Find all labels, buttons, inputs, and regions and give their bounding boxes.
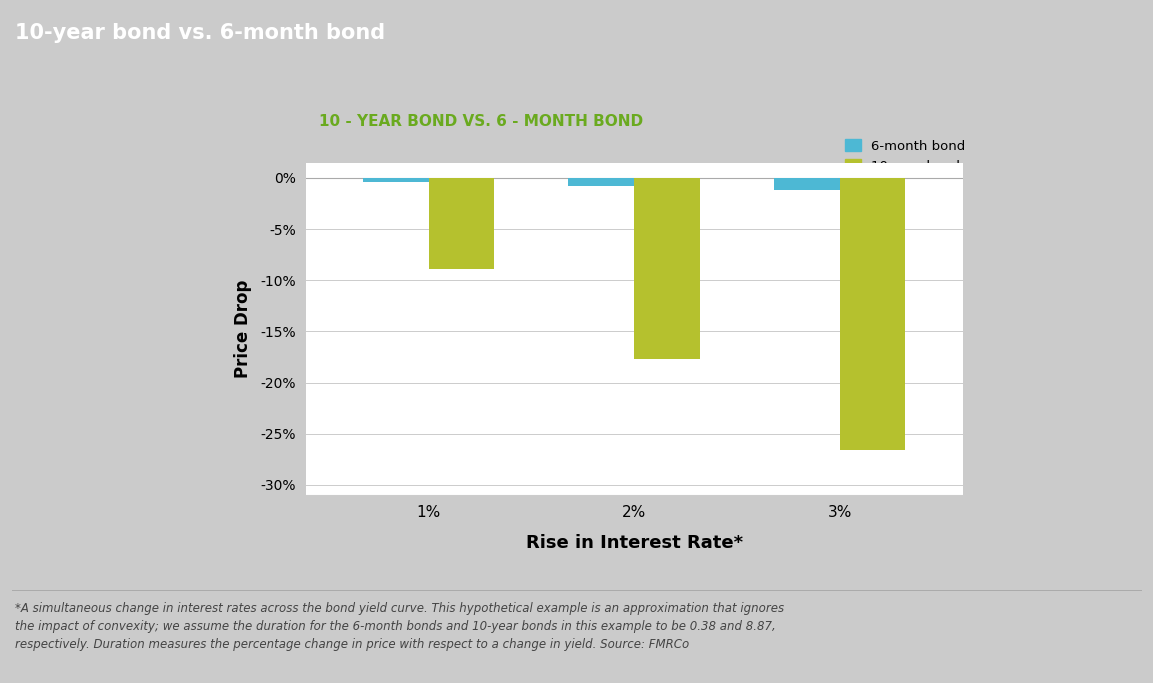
Text: 10-year bond vs. 6-month bond: 10-year bond vs. 6-month bond: [15, 23, 385, 43]
Text: 10 - YEAR BOND VS. 6 - MONTH BOND: 10 - YEAR BOND VS. 6 - MONTH BOND: [319, 114, 643, 129]
Bar: [634, 178, 700, 359]
Bar: [839, 178, 905, 450]
Bar: [429, 178, 495, 268]
Text: *A simultaneous change in interest rates across the bond yield curve. This hypot: *A simultaneous change in interest rates…: [15, 602, 784, 651]
Legend: 6-month bond, 10-year bond: 6-month bond, 10-year bond: [841, 135, 970, 177]
Bar: [363, 178, 429, 182]
Y-axis label: Price Drop: Price Drop: [234, 279, 251, 378]
Bar: [774, 178, 839, 190]
Bar: [568, 178, 634, 186]
X-axis label: Rise in Interest Rate*: Rise in Interest Rate*: [526, 534, 743, 552]
